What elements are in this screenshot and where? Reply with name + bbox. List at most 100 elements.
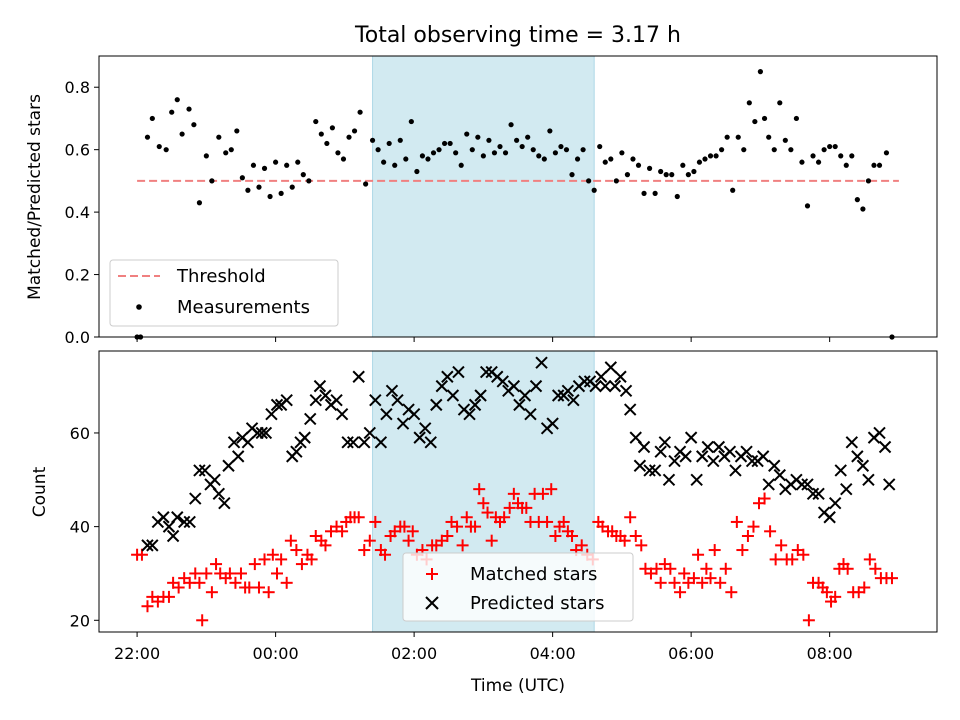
- matched-star-point: [797, 548, 810, 561]
- matched-star-point: [700, 562, 713, 575]
- measurement-point: [707, 153, 714, 159]
- matched-star-point: [336, 525, 349, 538]
- x-tick-label: 02:00: [391, 644, 437, 663]
- measurement-point: [536, 153, 542, 159]
- matched-star-point: [460, 511, 473, 524]
- matched-star-point: [786, 553, 799, 566]
- matched-star-point: [678, 567, 691, 580]
- predicted-star-point: [594, 370, 608, 383]
- predicted-star-point: [146, 539, 159, 552]
- predicted-star-point: [177, 515, 191, 529]
- predicted-star-point: [690, 473, 703, 486]
- matched-star-point: [485, 534, 498, 547]
- predicted-star-point: [701, 440, 714, 454]
- measurement-point: [430, 150, 437, 156]
- measurement-point: [849, 153, 855, 159]
- predicted-star-point: [341, 436, 354, 449]
- matched-star-point: [284, 534, 297, 547]
- predicted-star-point: [413, 431, 426, 444]
- top-shaded-span: [372, 55, 595, 338]
- matched-star-point: [696, 576, 709, 589]
- matched-star-point: [248, 558, 261, 571]
- measurement-point: [234, 128, 240, 134]
- measurement-point: [669, 172, 675, 178]
- measurement-point: [799, 159, 805, 165]
- bottom-y-tick-label: 40: [70, 518, 90, 537]
- measurement-point: [624, 172, 631, 178]
- measurement-point: [223, 150, 229, 156]
- measurement-point: [652, 190, 658, 196]
- matched-star-point: [863, 553, 876, 566]
- measurement-point: [525, 134, 531, 140]
- measurement-point: [757, 69, 763, 75]
- predicted-star-point: [773, 468, 786, 482]
- measurement-point: [597, 143, 603, 150]
- measurement-point: [827, 143, 833, 150]
- top-plot-frame: [98, 55, 938, 338]
- predicted-star-point: [259, 426, 273, 440]
- measurement-point: [788, 147, 794, 153]
- measurement-point: [447, 140, 453, 147]
- measurement-point: [563, 147, 570, 153]
- matched-star-point: [477, 497, 490, 510]
- predicted-star-point: [391, 393, 404, 407]
- measurement-point: [469, 147, 475, 153]
- measurement-point: [329, 125, 335, 131]
- measurement-point: [414, 168, 420, 175]
- measurement-point: [602, 159, 608, 165]
- measurement-point: [771, 147, 777, 153]
- matched-star-point: [541, 515, 554, 528]
- measurement-points: [134, 69, 895, 340]
- measurement-point: [777, 100, 783, 106]
- measurement-point: [381, 159, 387, 165]
- matched-star-point: [566, 529, 579, 542]
- measurement-point: [663, 172, 669, 178]
- measurement-point: [883, 150, 890, 156]
- matched-star-point: [498, 511, 511, 524]
- predicted-star-point: [845, 436, 859, 449]
- measurement-point: [397, 137, 403, 143]
- measurement-point: [558, 143, 564, 150]
- predicted-star-point: [231, 450, 245, 463]
- matched-star-point: [575, 539, 588, 552]
- predicted-star-point: [712, 440, 726, 454]
- matched-star-point: [758, 492, 771, 505]
- top-y-axis-label: Matched/Predicted stars: [25, 94, 45, 300]
- predicted-star-point: [856, 459, 870, 472]
- predicted-star-point: [604, 361, 618, 374]
- measurement-point: [530, 147, 536, 153]
- predicted-star-point: [567, 393, 580, 407]
- measurement-point: [502, 150, 509, 156]
- measurement-point: [256, 184, 262, 190]
- matched-star-point: [536, 487, 549, 500]
- predicted-star-point: [546, 417, 559, 430]
- matched-star-point: [719, 562, 732, 575]
- bottom-y-ticks: 20 40 60: [70, 424, 99, 630]
- matched-star-point: [258, 553, 271, 566]
- predicted-star-point: [171, 511, 184, 524]
- top-y-tick-label: 0.8: [65, 78, 90, 97]
- measurement-point: [821, 147, 827, 153]
- measurement-point: [838, 153, 844, 159]
- matched-star-point: [358, 544, 371, 557]
- matched-star-point: [172, 581, 185, 594]
- predicted-star-point: [614, 370, 627, 383]
- predicted-star-point: [608, 379, 622, 393]
- predicted-star-point: [524, 408, 537, 421]
- matched-star-point: [820, 586, 833, 599]
- measurement-point: [685, 172, 691, 178]
- predicted-star-point: [578, 375, 591, 388]
- predicted-star-point: [812, 487, 825, 501]
- matched-star-point: [275, 553, 288, 566]
- predicted-star-point: [658, 436, 672, 449]
- top-y-tick-label: 0.6: [65, 141, 90, 160]
- measurement-point: [209, 178, 215, 184]
- matched-star-point: [708, 544, 721, 557]
- predicted-star-point: [479, 365, 493, 379]
- measurement-point: [480, 153, 486, 159]
- predicted-star-point: [806, 487, 820, 501]
- predicted-star-point: [396, 417, 410, 430]
- measurement-point: [351, 128, 358, 134]
- matched-star-point: [674, 586, 687, 599]
